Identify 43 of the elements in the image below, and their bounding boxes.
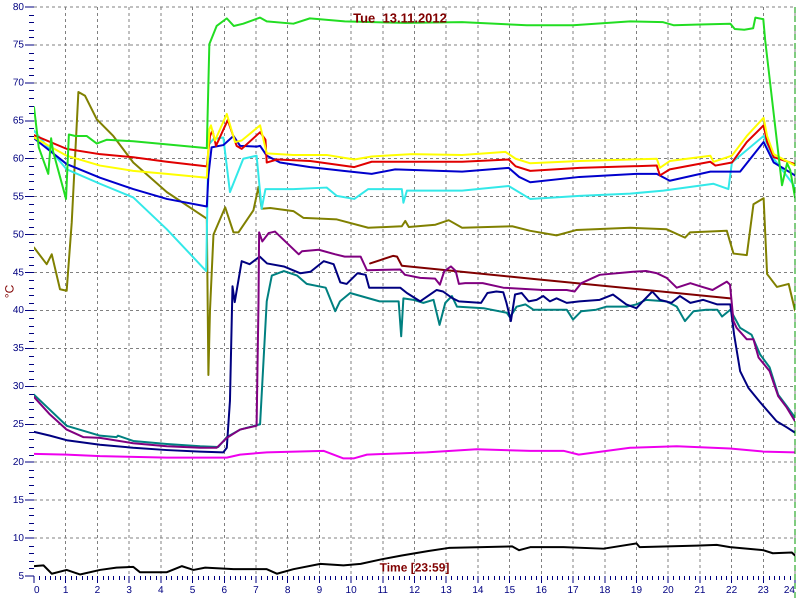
- x-tick-label: 14: [472, 584, 484, 596]
- y-tick-label: 35: [12, 343, 24, 354]
- x-tick-label: 18: [599, 584, 611, 596]
- x-tick-label: 16: [536, 584, 548, 596]
- y-tick-label: 65: [12, 116, 24, 127]
- y-tick-label: 30: [12, 381, 24, 392]
- x-axis-title: Time [23:59]: [380, 560, 450, 574]
- x-tick-label: 9: [316, 584, 323, 596]
- x-tick-label: 15: [504, 584, 516, 596]
- x-tick-label: 3: [126, 584, 132, 596]
- x-tick-label: 12: [408, 584, 420, 596]
- y-tick-label: 15: [12, 494, 24, 506]
- y-tick-label: 70: [12, 78, 24, 89]
- x-tick-label: 13: [440, 584, 452, 596]
- x-tick-label: 22: [726, 584, 738, 596]
- x-tick-label: 11: [378, 584, 388, 596]
- y-tick-label: 20: [12, 456, 24, 468]
- x-tick-label: 23: [758, 584, 770, 596]
- x-tick-label: 5: [190, 584, 196, 596]
- x-tick-label: 19: [630, 584, 642, 596]
- y-tick-label: 50: [12, 229, 24, 240]
- y-tick-label: 10: [12, 532, 24, 544]
- y-tick-label: 25: [12, 419, 24, 430]
- x-tick-label: 21: [694, 584, 706, 596]
- x-tick-label: 20: [662, 584, 674, 596]
- y-tick-label: 55: [12, 191, 24, 202]
- x-tick-label: 4: [158, 584, 164, 596]
- x-tick-label: 24: [784, 584, 796, 596]
- x-tick-label: 7: [253, 584, 260, 596]
- x-tick-label: 6: [221, 584, 228, 596]
- x-tick-label: 8: [284, 584, 291, 596]
- y-tick-label: 40: [12, 305, 24, 316]
- y-tick-label: 45: [12, 267, 24, 278]
- y-tick-label: 60: [12, 153, 24, 164]
- x-tick-label: 0: [34, 584, 40, 596]
- y-tick-label: 80: [12, 2, 24, 13]
- y-tick-label: 75: [12, 40, 24, 51]
- x-tick-label: 1: [62, 584, 69, 596]
- x-tick-label: 10: [346, 584, 358, 596]
- x-tick-label: 17: [567, 584, 580, 596]
- y-tick-label: 5: [18, 570, 24, 582]
- x-tick-label: 2: [94, 584, 101, 596]
- y-axis-title: °C: [2, 284, 16, 298]
